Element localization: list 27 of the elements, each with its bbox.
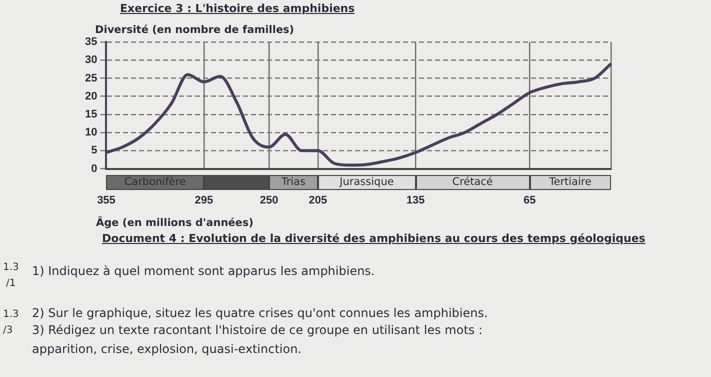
text: 1.3 — [3, 309, 19, 320]
text: 1) Indiquez à quel moment sont apparus les amphibiens. — [32, 264, 375, 278]
y-tick-label: 10 — [84, 126, 98, 139]
y-tick-label: 15 — [84, 108, 98, 120]
x-axis-title: Âge (en millions d'années) — [96, 217, 254, 229]
text: 2) Sur le graphique, situez les quatre crises qu'ont connues les amphibiens. — [32, 306, 488, 320]
x-tick-label: 135 — [406, 194, 425, 206]
x-tick-label: 250 — [260, 194, 278, 206]
chart-title: Exercice 3 : L'histoire des amphibiens — [120, 2, 355, 15]
period-strip: Carbonifère Trias Jurassique Crétacé Tertiaire — [106, 174, 611, 190]
text: 1.3 — [3, 262, 19, 273]
x-tick-label: 65 — [523, 194, 536, 206]
y-tick-label: 20 — [84, 90, 98, 102]
y-tick-label: 5 — [91, 144, 98, 157]
y-tick-label: 0 — [91, 162, 98, 175]
text: 3) Rédigez un texte racontant l'histoire de ce groupe en utilisant les mots : — [32, 323, 483, 337]
x-tick-label: 295 — [194, 194, 214, 206]
text: Document 4 : Evolution de la diversité des amphibiens au cours des temps géologiques — [102, 232, 646, 245]
y-tick-label: 30 — [84, 54, 98, 66]
text: /1 — [6, 278, 16, 289]
x-tick-label: 205 — [308, 194, 328, 206]
y-tick-label: 25 — [84, 72, 98, 84]
y-tick-label: 35 — [84, 36, 98, 48]
text: apparition, crise, explosion, quasi-extinction. — [32, 342, 302, 356]
x-tick-label: 355 — [97, 194, 116, 206]
text: /3 — [3, 325, 13, 336]
y-axis-title: Diversité (en nombre de familles) — [95, 24, 294, 36]
